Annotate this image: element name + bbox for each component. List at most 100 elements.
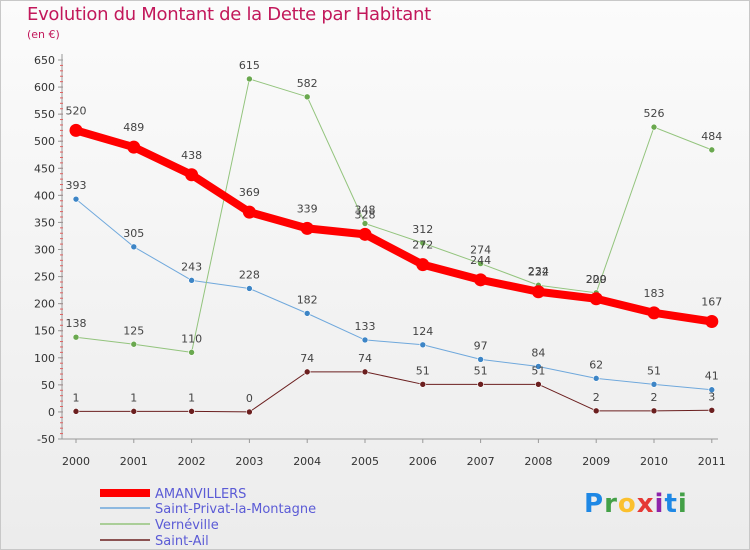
y-tick-label: 500 (34, 135, 55, 148)
data-label-saint-privat-la-montagne: 393 (66, 179, 87, 192)
data-point-vern-ville (419, 239, 427, 247)
data-label-vern-ville: 484 (701, 130, 722, 143)
logo-letter: x (636, 489, 655, 519)
data-point-saint-ail (303, 368, 311, 376)
logo-letter: t (664, 489, 678, 519)
y-tick-label: 300 (34, 244, 55, 257)
data-point-vern-ville (246, 75, 253, 83)
proxiti-logo: Proxiti (584, 489, 688, 519)
data-label-saint-privat-la-montagne: 51 (647, 364, 661, 377)
data-label-vern-ville: 526 (644, 107, 665, 120)
data-point-amanvillers (358, 227, 372, 241)
data-point-saint-ail (361, 368, 369, 376)
data-label-saint-privat-la-montagne: 84 (531, 346, 545, 359)
data-label-vern-ville: 615 (239, 59, 260, 72)
data-label-saint-privat-la-montagne: 305 (123, 227, 144, 240)
data-point-saint-ail (419, 381, 427, 388)
data-point-vern-ville (72, 333, 80, 341)
data-point-vern-ville (361, 220, 369, 227)
data-point-saint-privat-la-montagne (650, 381, 658, 388)
data-point-saint-privat-la-montagne (708, 386, 716, 394)
data-label-saint-ail: 51 (474, 364, 488, 377)
y-tick-label: 350 (34, 216, 55, 229)
data-label-saint-privat-la-montagne: 133 (355, 320, 376, 333)
y-tick-label: 0 (48, 406, 55, 419)
logo-letter: P (584, 489, 605, 519)
y-tick-label: 150 (34, 325, 55, 338)
data-label-amanvillers: 489 (123, 121, 144, 134)
data-label-amanvillers: 222 (528, 266, 549, 279)
data-point-vern-ville (130, 340, 138, 348)
y-tick-label: 250 (34, 271, 55, 284)
data-point-saint-privat-la-montagne (72, 195, 80, 203)
data-label-saint-privat-la-montagne: 41 (705, 370, 719, 383)
x-tick-label: 2004 (293, 455, 321, 468)
data-label-amanvillers: 328 (355, 208, 376, 221)
data-point-amanvillers (531, 285, 545, 299)
y-tick-label: 650 (34, 54, 55, 67)
data-label-amanvillers: 272 (412, 239, 433, 252)
data-point-vern-ville (188, 349, 195, 356)
y-tick-label: 450 (34, 162, 55, 175)
data-label-saint-privat-la-montagne: 62 (589, 358, 603, 371)
data-label-saint-ail: 51 (416, 364, 430, 377)
legend-label-vern-ville: Vernéville (155, 518, 219, 533)
data-label-vern-ville: 220 (586, 273, 607, 286)
data-label-vern-ville: 234 (528, 265, 549, 278)
data-point-saint-ail (650, 407, 658, 415)
chart-unit: (en €) (27, 28, 60, 41)
data-label-vern-ville: 312 (412, 223, 433, 236)
data-point-saint-ail (708, 407, 716, 414)
data-point-saint-ail (130, 408, 138, 415)
y-tick-label: 50 (41, 379, 55, 392)
data-point-amanvillers (69, 123, 83, 137)
data-label-saint-ail: 2 (651, 391, 658, 404)
data-point-amanvillers (416, 258, 430, 272)
data-point-saint-privat-la-montagne (592, 375, 600, 382)
data-point-saint-privat-la-montagne (477, 356, 484, 363)
data-label-saint-ail: 1 (130, 391, 137, 404)
y-tick-label: -50 (37, 433, 55, 446)
data-point-saint-privat-la-montagne (246, 285, 253, 292)
legend-label-saint-ail: Saint-Ail (155, 534, 209, 549)
data-label-saint-privat-la-montagne: 97 (474, 339, 488, 352)
data-point-saint-ail (72, 408, 80, 415)
data-label-saint-privat-la-montagne: 124 (412, 325, 433, 338)
x-tick-label: 2003 (235, 455, 263, 468)
data-label-saint-ail: 1 (73, 391, 80, 404)
data-point-amanvillers (300, 221, 314, 235)
x-tick-label: 2001 (120, 455, 148, 468)
data-label-saint-privat-la-montagne: 228 (239, 268, 260, 281)
y-tick-label: 200 (34, 298, 55, 311)
data-point-saint-privat-la-montagne (188, 277, 195, 284)
series-line-saint-ail (75, 371, 713, 413)
logo-letter: i (677, 489, 688, 519)
x-tick-label: 2009 (582, 455, 610, 468)
data-label-amanvillers: 209 (586, 273, 607, 286)
data-label-amanvillers: 369 (239, 186, 260, 199)
data-point-saint-privat-la-montagne (303, 310, 311, 317)
data-point-amanvillers (474, 273, 488, 287)
legend-label-amanvillers: AMANVILLERS (155, 487, 246, 502)
y-tick-label: 600 (34, 81, 55, 94)
data-point-amanvillers (127, 140, 141, 154)
x-tick-label: 2000 (62, 455, 90, 468)
data-label-saint-ail: 2 (593, 391, 600, 404)
x-tick-label: 2011 (698, 455, 726, 468)
data-label-saint-ail: 3 (708, 390, 715, 403)
data-label-amanvillers: 520 (66, 104, 87, 117)
series-line-vern-ville (75, 78, 713, 353)
data-point-vern-ville (708, 146, 716, 154)
data-label-saint-ail: 0 (246, 392, 253, 405)
data-point-saint-ail (592, 407, 600, 415)
data-point-saint-ail (188, 408, 195, 415)
data-label-saint-ail: 74 (300, 352, 314, 365)
x-tick-label: 2008 (524, 455, 552, 468)
data-label-vern-ville: 274 (470, 244, 491, 257)
x-tick-label: 2006 (409, 455, 437, 468)
data-label-vern-ville: 138 (66, 317, 87, 330)
data-label-amanvillers: 183 (644, 287, 665, 300)
data-point-vern-ville (303, 93, 311, 101)
y-tick-label: 550 (34, 108, 55, 121)
